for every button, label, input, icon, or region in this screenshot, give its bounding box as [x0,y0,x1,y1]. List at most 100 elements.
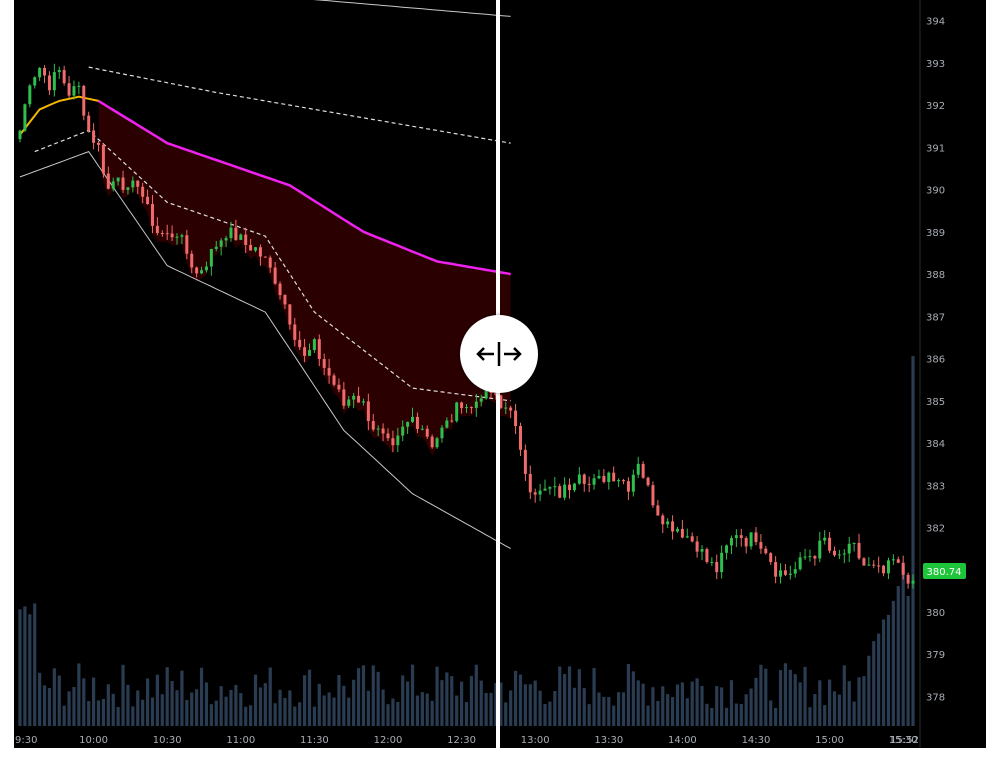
split-arrows-icon [476,342,522,366]
candle-body [563,484,567,498]
volume-bar [342,685,346,726]
candle-body [896,559,900,563]
candle-body [165,233,169,235]
candle-body [690,536,694,542]
candle-body [548,487,552,489]
volume-bar [636,680,640,726]
volume-bar [592,668,596,726]
volume-bar [479,680,483,726]
candle-body [558,486,562,498]
volume-bar [278,689,282,726]
candle-body [582,474,586,484]
time-tick-label: 15:30 [889,735,918,746]
candle-body [62,70,66,84]
volume-bar [484,692,488,726]
candle-body [224,238,228,241]
vwap-dashed-upper [88,66,511,144]
volume-bar [764,668,768,726]
volume-bar [715,686,719,726]
volume-bar [239,693,243,726]
candle-body [852,542,856,544]
candle-body [509,407,513,411]
volume-bar [798,682,802,726]
volume-bar [141,699,145,726]
volume-bar [258,687,263,726]
volume-bar [455,695,459,726]
volume-bar [376,671,380,726]
candle-body [204,266,208,271]
volume-bar [401,675,405,726]
vwap-upper-band [313,0,511,17]
volume-bar [577,669,581,726]
volume-bar [62,705,66,726]
volume-bar [906,596,910,726]
candle-body [357,395,361,403]
volume-bar [361,665,366,726]
candle-body [352,395,356,400]
candle-body [847,543,851,554]
candle-body [234,227,238,240]
volume-bar [445,672,449,726]
volume-bar [371,665,375,726]
candle-body [597,475,601,479]
vwap-lower-band [19,150,511,550]
candle-body [891,559,895,561]
candle-body [47,75,51,91]
volume-bar [499,682,503,726]
candle-body [725,545,729,553]
price-tick-label: 378 [926,692,945,703]
candle-body [779,570,783,577]
candle-body [150,203,154,226]
candle-body [803,556,807,558]
volume-bar [420,692,424,726]
volume-bar [607,697,611,726]
volume-bar [617,692,621,726]
volume-bar [724,707,729,726]
candle-body [347,399,351,406]
candle-body [514,410,518,427]
candle-body [180,235,184,237]
volume-bar [803,666,807,726]
volume-bar [263,683,267,726]
candle-body [268,257,272,268]
volume-bar [52,668,56,726]
last-price-badge: 380.74 [923,563,966,579]
anchored-vwap-yellow [19,95,99,136]
volume-bar [42,685,47,726]
volume-bar [818,680,822,726]
candle-body [685,536,689,538]
volume-bar [808,707,812,726]
candle-body [612,472,616,482]
volume-bar [680,682,684,726]
candle-body [376,428,380,430]
candle-body [312,339,316,351]
volume-bar [528,684,532,726]
volume-bar [155,674,159,726]
candle-body [504,407,508,409]
vwap-dashed-lower [34,129,511,402]
volume-bar [509,690,513,726]
candle-body [906,574,910,584]
candle-body [298,339,302,348]
candle-body [450,420,454,422]
candle-body [877,565,881,567]
candle-body [774,562,778,577]
volume-bar [749,688,753,726]
volume-bar [204,682,209,726]
last-price-label: 380.74 [927,567,962,578]
volume-bar [494,682,498,726]
anchored-vwap-magenta [97,99,511,276]
candle-body [842,553,846,555]
candle-body [641,463,645,478]
candle-body [67,83,71,96]
candle-body [415,416,419,429]
volume-bar [695,678,699,726]
candle-body [577,474,581,484]
volume-bar [249,705,253,726]
volume-bar [101,698,106,726]
candle-body [523,449,527,474]
volume-bar [543,704,547,726]
split-handle[interactable] [460,315,538,393]
volume-bar [145,678,150,726]
candle-body [499,395,503,408]
